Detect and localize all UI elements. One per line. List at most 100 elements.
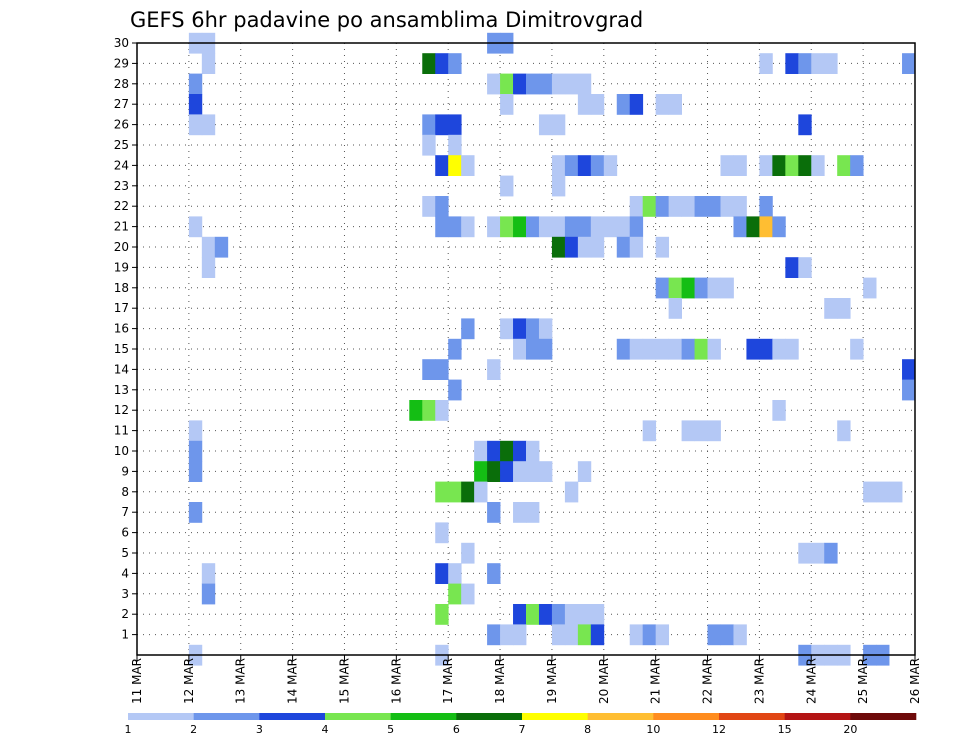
x-tick-label: 15 MAR [337, 658, 351, 704]
heatmap-cell [500, 216, 514, 238]
heatmap-cell [577, 624, 592, 646]
heatmap-cell [422, 134, 436, 156]
y-tick-label: 26 [114, 118, 129, 132]
heatmap-cell [487, 563, 501, 584]
x-tick-label: 16 MAR [389, 658, 403, 704]
colorbar-segment [259, 713, 326, 720]
heatmap-cell [720, 624, 734, 646]
heatmap-cell [538, 73, 553, 95]
heatmap-cell [811, 53, 825, 74]
heatmap-cell [513, 461, 527, 482]
x-tick-label: 17 MAR [441, 658, 455, 704]
heatmap-cell [551, 624, 566, 646]
colorbar-segment [587, 713, 654, 720]
colorbar-segment [850, 713, 917, 720]
heatmap-cell [526, 440, 540, 462]
x-tick-label: 19 MAR [545, 658, 559, 704]
colorbar-segment [193, 713, 260, 720]
heatmap-cell [461, 481, 475, 503]
heatmap-cell [500, 94, 514, 115]
heatmap-cell [759, 338, 773, 360]
heatmap-cell [513, 338, 527, 360]
heatmap-cell [435, 155, 449, 176]
heatmap-cell [824, 53, 838, 74]
heatmap-cell [616, 338, 631, 360]
heatmap-cell [551, 216, 566, 238]
heatmap-cell [538, 114, 553, 136]
heatmap-cell [500, 318, 514, 340]
heatmap-cell [564, 155, 579, 176]
heatmap-cell [188, 461, 203, 482]
heatmap-cell [889, 481, 903, 503]
heatmap-cell [526, 73, 540, 95]
heatmap-cell [577, 461, 592, 482]
heatmap-cell [435, 522, 449, 544]
heatmap-cell [188, 94, 203, 115]
heatmap-cell [564, 216, 579, 238]
heatmap-cell [603, 216, 618, 238]
heatmap-cell [746, 216, 760, 238]
colorbar-segment [784, 713, 851, 720]
y-tick-label: 20 [114, 240, 129, 254]
heatmap-cell [448, 114, 462, 136]
x-tick-label: 13 MAR [234, 658, 248, 704]
heatmap-cell [902, 379, 916, 401]
heatmap-cell [733, 155, 747, 176]
heatmap-cell [435, 604, 449, 625]
y-tick-label: 12 [114, 403, 129, 417]
heatmap-cell [513, 73, 527, 95]
heatmap-cell [188, 216, 203, 238]
y-tick-label: 23 [114, 179, 129, 193]
heatmap-cell [707, 420, 721, 442]
y-tick-label: 13 [114, 383, 129, 397]
heatmap-cell [811, 155, 825, 176]
heatmap-cell [590, 94, 605, 115]
heatmap-cell [590, 155, 605, 176]
y-tick-label: 17 [114, 301, 129, 315]
colorbar-segment [653, 713, 720, 720]
y-tick-label: 1 [121, 628, 129, 642]
heatmap-cell [538, 604, 553, 625]
heatmap-cell [448, 563, 462, 584]
colorbar-segment [456, 713, 523, 720]
heatmap-cell [435, 400, 449, 421]
heatmap-cell [772, 155, 786, 176]
heatmap-cell [759, 155, 773, 176]
y-axis: 1234567891011121314151617181920212223242… [114, 36, 137, 642]
heatmap-cell [201, 114, 216, 136]
heatmap-cell [772, 338, 786, 360]
heatmap-cell [681, 277, 695, 299]
colorbar-tick-label: 2 [190, 723, 197, 736]
heatmap-cell [461, 318, 475, 340]
x-tick-label: 18 MAR [493, 658, 507, 704]
heatmap-cell [837, 420, 851, 442]
heatmap-cell [642, 196, 657, 217]
heatmap-cell [526, 604, 540, 625]
heatmap-cells [188, 32, 916, 666]
heatmap-cell [461, 583, 475, 605]
heatmap-cell [201, 257, 216, 278]
heatmap-cell [500, 73, 514, 95]
y-tick-label: 25 [114, 138, 129, 152]
heatmap-cell [746, 338, 760, 360]
heatmap-cell [707, 338, 721, 360]
heatmap-cell [422, 400, 436, 421]
heatmap-cell [642, 338, 657, 360]
heatmap-cell [551, 604, 566, 625]
heatmap-cell [551, 155, 566, 176]
colorbar-tick-label: 6 [453, 723, 460, 736]
heatmap-cell [759, 196, 773, 217]
heatmap-cell [720, 196, 734, 217]
heatmap-cell [577, 73, 592, 95]
y-tick-label: 21 [114, 220, 129, 234]
heatmap-cell [759, 53, 773, 74]
heatmap-cell [564, 236, 579, 258]
heatmap-cell [785, 338, 799, 360]
heatmap-cell [642, 624, 657, 646]
heatmap-cell [487, 359, 501, 380]
heatmap-cell [629, 236, 644, 258]
heatmap-cell [526, 318, 540, 340]
heatmap-cell [487, 502, 501, 523]
heatmap-cell [474, 440, 488, 462]
